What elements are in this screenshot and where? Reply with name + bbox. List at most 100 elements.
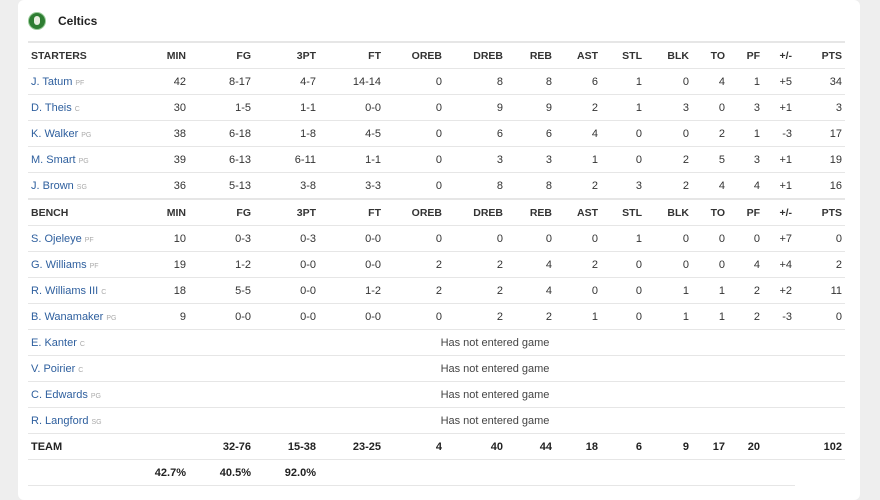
stat-cell: 0	[601, 277, 645, 304]
total-cell: 4	[384, 433, 445, 460]
stat-cell: 0	[645, 68, 692, 95]
stat-cell: 0	[645, 251, 692, 278]
pct-cell	[645, 459, 692, 486]
player-link[interactable]: E. Kanter	[31, 336, 77, 349]
stat-cell: 34	[795, 68, 845, 95]
column-header[interactable]: FT	[319, 42, 384, 69]
stat-cell: 0-0	[254, 277, 319, 304]
player-position: C	[101, 288, 107, 296]
player-row: C. Edwards PG Has not entered game	[28, 381, 845, 408]
stat-cell: 19	[148, 251, 189, 278]
stat-cell: 1	[645, 303, 692, 330]
stat-cell: +7	[763, 225, 795, 252]
stat-cell: 0	[384, 94, 445, 121]
player-position: SG	[91, 418, 102, 426]
column-header[interactable]: MIN	[148, 42, 189, 69]
column-header[interactable]: DREB	[445, 42, 506, 69]
column-header[interactable]: AST	[555, 42, 601, 69]
stat-cell: 5	[692, 146, 728, 173]
stat-cell: 3	[601, 172, 645, 200]
player-link[interactable]: C. Edwards	[31, 388, 88, 401]
column-header[interactable]: REB	[506, 42, 555, 69]
stat-cell: 1	[601, 68, 645, 95]
stat-cell: 9	[506, 94, 555, 121]
player-row: G. Williams PF 19 1-2 0-0 0-0 2 2 4 2 0 0 0 4 +4 2	[28, 251, 845, 278]
player-link[interactable]: G. Williams	[31, 258, 87, 271]
stat-cell: 42	[148, 68, 189, 95]
pct-cell: 92.0%	[254, 459, 319, 486]
column-header[interactable]: 3PT	[254, 42, 319, 69]
column-header[interactable]: PTS	[795, 42, 845, 69]
column-header[interactable]: STL	[601, 42, 645, 69]
player-link[interactable]: K. Walker	[31, 127, 79, 140]
player-link[interactable]: J. Brown	[31, 179, 74, 192]
column-header[interactable]: BLK	[645, 42, 692, 69]
player-row: J. Tatum PF 42 8-17 4-7 14-14 0 8 8 6 1 0 4 1 +5 34	[28, 68, 845, 95]
column-header[interactable]: OREB	[384, 42, 445, 69]
bench-header: BENCH MIN FG 3PT FT OREB DREB REB AST STL BLK TO PF +…	[28, 199, 845, 226]
stat-cell: 36	[148, 172, 189, 200]
column-header[interactable]: STL	[601, 199, 645, 226]
stat-cell: 2	[728, 277, 763, 304]
total-cell: 6	[601, 433, 645, 460]
stat-cell: 6-11	[254, 146, 319, 173]
stat-cell: 0	[384, 172, 445, 200]
stat-cell: 4	[728, 251, 763, 278]
stat-cell: 9	[445, 94, 506, 121]
column-header[interactable]: PTS	[795, 199, 845, 226]
player-link[interactable]: R. Williams III	[31, 284, 99, 297]
stat-cell: 0	[645, 120, 692, 147]
team-pct-row: 42.7% 40.5% 92.0%	[28, 459, 845, 486]
stat-cell: 6	[555, 68, 601, 95]
stat-cell: 0-3	[189, 225, 254, 252]
team-label: TEAM	[28, 433, 148, 460]
player-link[interactable]: J. Tatum	[31, 75, 73, 88]
column-header[interactable]: FG	[189, 199, 254, 226]
player-position: SG	[76, 183, 87, 191]
column-header[interactable]: REB	[506, 199, 555, 226]
total-cell: 23-25	[319, 433, 384, 460]
player-link[interactable]: V. Poirier	[31, 362, 76, 375]
player-link[interactable]: B. Wanamaker	[31, 310, 104, 323]
player-row: K. Walker PG 38 6-18 1-8 4-5 0 6 6 4 0 0 2 1 -3 17	[28, 120, 845, 147]
stat-cell: 0-0	[189, 303, 254, 330]
column-header[interactable]: FG	[189, 42, 254, 69]
column-header[interactable]: PF	[728, 42, 763, 69]
stat-cell: 3-8	[254, 172, 319, 200]
player-row: R. Langford SG Has not entered game	[28, 407, 845, 434]
player-link[interactable]: R. Langford	[31, 414, 89, 427]
stat-cell: 2	[384, 251, 445, 278]
column-header[interactable]: +/-	[763, 42, 795, 69]
player-link[interactable]: D. Theis	[31, 101, 72, 114]
total-cell: 18	[555, 433, 601, 460]
total-cell: 102	[795, 433, 845, 460]
stat-cell: 2	[555, 172, 601, 200]
column-header[interactable]: TO	[692, 42, 728, 69]
player-row: M. Smart PG 39 6-13 6-11 1-1 0 3 3 1 0 2 5 3 +1 19	[28, 146, 845, 173]
stat-cell: 2	[384, 277, 445, 304]
stat-cell: 4	[506, 251, 555, 278]
stat-cell: 19	[795, 146, 845, 173]
column-header[interactable]: BLK	[645, 199, 692, 226]
column-header[interactable]: OREB	[384, 199, 445, 226]
column-header[interactable]: AST	[555, 199, 601, 226]
stat-cell: 17	[795, 120, 845, 147]
stat-cell: 2	[645, 172, 692, 200]
column-header[interactable]: PF	[728, 199, 763, 226]
stat-cell: 1-1	[254, 94, 319, 121]
player-link[interactable]: M. Smart	[31, 153, 76, 166]
stat-cell: 0	[506, 225, 555, 252]
column-header[interactable]: FT	[319, 199, 384, 226]
pct-cell	[601, 459, 645, 486]
column-header[interactable]: MIN	[148, 199, 189, 226]
column-header[interactable]: DREB	[445, 199, 506, 226]
stat-cell: 3	[728, 146, 763, 173]
column-header[interactable]: 3PT	[254, 199, 319, 226]
column-header[interactable]: +/-	[763, 199, 795, 226]
column-header[interactable]: TO	[692, 199, 728, 226]
stat-cell: 4	[506, 277, 555, 304]
stat-cell: 5-5	[189, 277, 254, 304]
stat-cell: 6-13	[189, 146, 254, 173]
player-link[interactable]: S. Ojeleye	[31, 232, 82, 245]
player-position: PG	[78, 157, 89, 165]
